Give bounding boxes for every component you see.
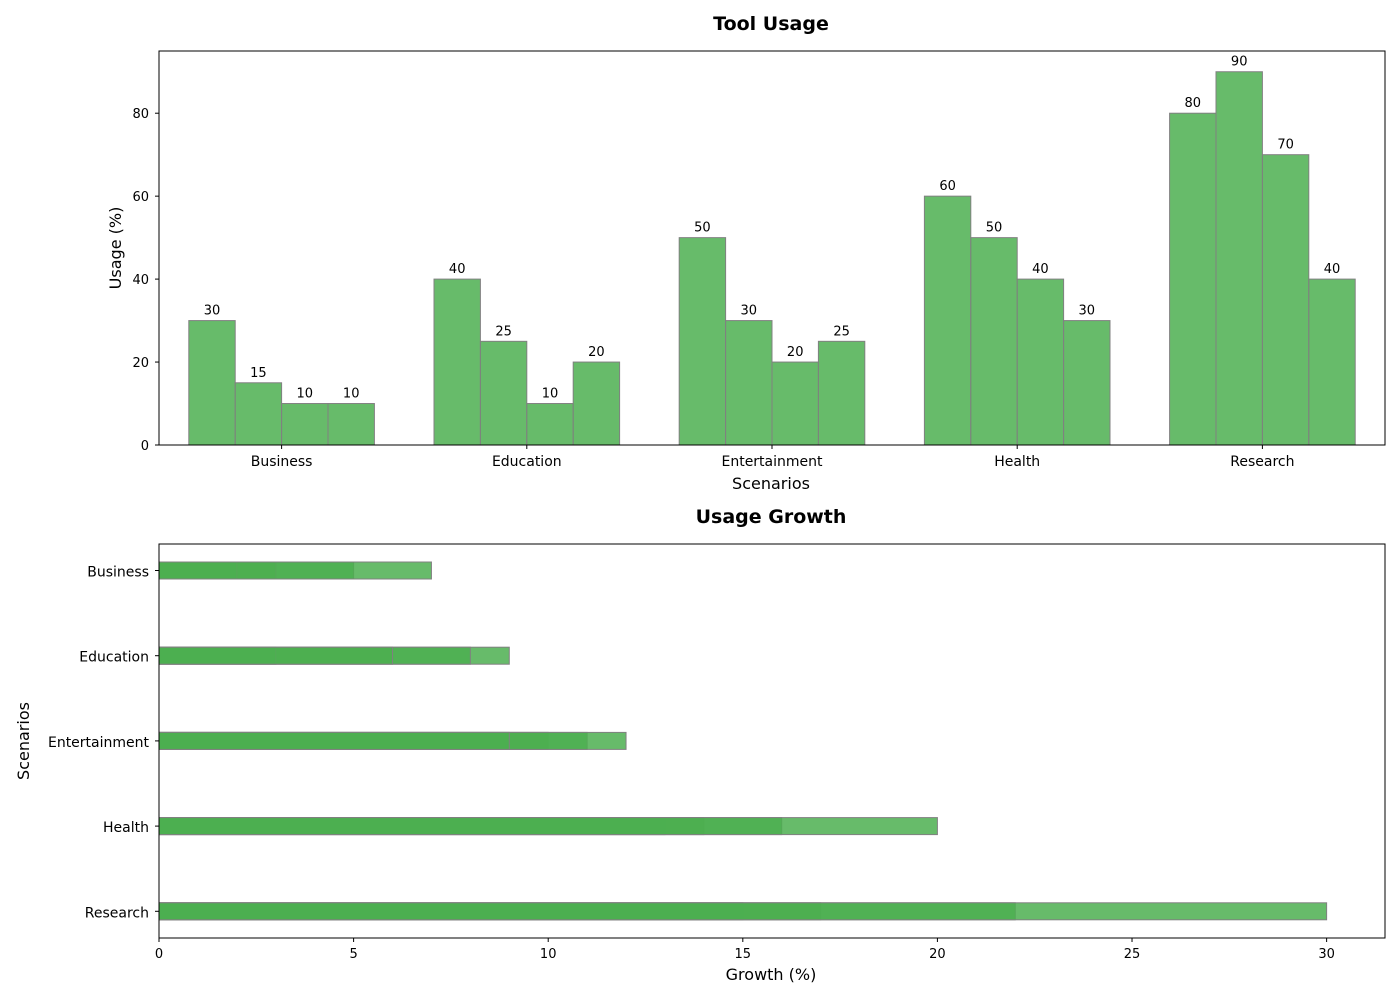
y-tick-label: Education [79,650,149,666]
data-label: 15 [250,366,267,381]
bar [327,403,375,446]
x-tick-label: Education [492,454,562,470]
data-label: 90 [1231,55,1248,70]
x-tick-label: 5 [349,947,357,962]
bar [725,320,773,446]
data-label: 40 [449,262,466,277]
x-tick-label: 30 [1318,947,1335,962]
y-tick-label: 40 [132,273,149,288]
plot-frame [158,50,1386,446]
y-tick-label: 60 [132,190,149,205]
x-tick-label: Entertainment [721,454,823,470]
data-label: 20 [787,345,804,360]
plot-frame [158,543,1386,939]
bar [526,403,574,446]
bar-group [188,71,1356,446]
usage-growth-chart: Usage Growth Growth (%) Scenarios Busine… [14,506,1386,984]
bar [923,195,972,446]
y-tick-label: Research [85,905,149,921]
x-tick-label: 25 [1124,947,1141,962]
bar [158,817,938,836]
y-tick-label: Health [103,820,149,836]
bar [1261,154,1310,446]
data-label: 25 [495,324,512,339]
axes: Business Education Entertainment Health Rese… [48,565,1335,963]
bar [281,403,329,446]
bar [817,340,866,446]
bar [433,278,481,446]
bar [1169,112,1217,446]
x-axis-label: Growth (%) [726,965,817,984]
x-tick-label: Health [994,454,1040,470]
y-axis-label: Usage (%) [106,207,125,290]
bar [158,731,510,750]
bar [158,561,432,580]
x-tick-label: 0 [155,947,163,962]
y-tick-label: 80 [132,107,149,122]
data-label: 30 [1079,304,1096,319]
axes: Business Education Entertainment Health Rese… [132,107,1294,470]
y-tick-label: Business [87,565,149,581]
data-label: 30 [204,304,221,319]
x-tick-label: 10 [540,947,557,962]
chart-title: Tool Usage [713,13,829,35]
data-label: 70 [1277,138,1294,153]
data-label: 80 [1185,96,1202,111]
bar [158,646,394,665]
bar [572,361,621,446]
data-label: 25 [833,324,850,339]
data-label: 50 [986,221,1003,236]
bar [1016,278,1065,446]
bar [1308,278,1356,446]
tool-usage-chart: Tool Usage Scenarios Usage (%) 30 15 10 10 4… [106,13,1386,493]
chart-title: Usage Growth [696,506,847,528]
bar [1063,320,1111,446]
bar [479,340,528,446]
bar-group [158,561,1328,921]
x-tick-label: 15 [735,947,752,962]
bar [771,361,819,446]
y-tick-label: 0 [141,439,149,454]
bar [234,382,283,446]
y-axis-label: Scenarios [14,702,33,780]
data-label-group: 30 15 10 10 40 25 10 20 50 30 20 25 60 50 40 30 80 90 70 40 [204,55,1341,402]
data-label: 40 [1032,262,1049,277]
y-tick-label: Entertainment [48,735,150,751]
x-tick-label: 20 [929,947,946,962]
x-axis-label: Scenarios [732,474,810,493]
bar [1215,71,1263,446]
data-label: 40 [1324,262,1341,277]
bar [678,237,727,446]
data-label: 10 [542,387,559,402]
data-label: 30 [741,304,758,319]
data-label: 10 [343,387,360,402]
y-tick-label: 20 [132,356,149,371]
data-label: 20 [588,345,605,360]
x-tick-label: Research [1230,454,1294,470]
bar [970,237,1018,446]
x-tick-label: Business [251,454,313,470]
data-label: 10 [297,387,314,402]
data-label: 60 [939,179,956,194]
bar [158,902,1328,921]
bar [188,320,236,446]
data-label: 50 [694,221,711,236]
